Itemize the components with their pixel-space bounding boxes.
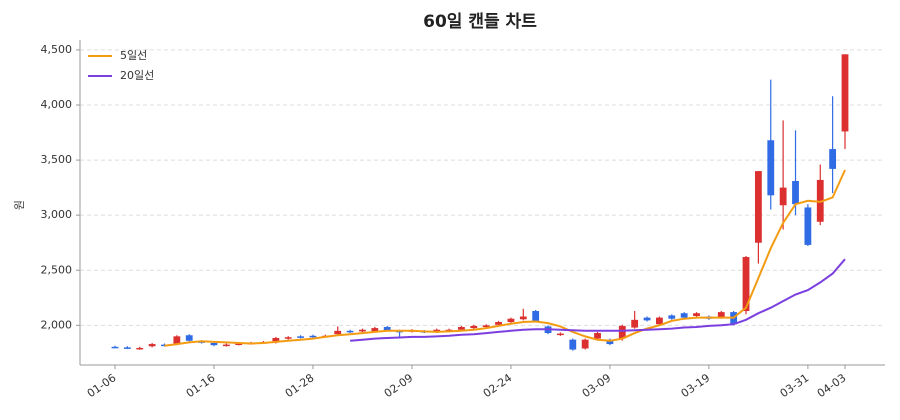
x-tick-label: 04-03 bbox=[815, 371, 849, 400]
candle-body bbox=[507, 318, 515, 323]
ma-line bbox=[350, 258, 846, 342]
candle-body bbox=[754, 171, 762, 243]
candle-body bbox=[656, 317, 663, 325]
candle-body bbox=[668, 315, 676, 319]
candle-body bbox=[284, 337, 292, 339]
candle-body bbox=[631, 319, 639, 328]
candle-body bbox=[532, 311, 540, 321]
candle-body bbox=[606, 339, 614, 345]
candle-body bbox=[581, 339, 589, 349]
candle-body bbox=[235, 343, 243, 346]
y-axis-label: 원 bbox=[13, 200, 26, 210]
candle-body bbox=[458, 326, 465, 330]
candle-body bbox=[272, 338, 280, 343]
y-tick-label: 2,500 bbox=[41, 263, 73, 276]
candle-body bbox=[618, 325, 626, 339]
ma-line bbox=[164, 169, 846, 347]
candle-body bbox=[841, 54, 849, 132]
candle-body bbox=[594, 333, 601, 339]
candle-body bbox=[519, 316, 527, 320]
candle-body bbox=[717, 312, 725, 318]
y-tick-label: 4,000 bbox=[41, 98, 73, 111]
candle-body bbox=[346, 330, 354, 333]
y-tick-label: 3,500 bbox=[41, 153, 73, 166]
x-tick-label: 03-31 bbox=[778, 371, 812, 400]
candle-body bbox=[693, 313, 700, 316]
candle-body bbox=[792, 181, 799, 205]
x-tick-label: 01-28 bbox=[283, 371, 317, 400]
candle-body bbox=[470, 325, 478, 329]
candle-body bbox=[804, 207, 812, 245]
y-tick-label: 2,000 bbox=[41, 318, 73, 331]
x-tick-label: 03-19 bbox=[679, 371, 713, 400]
candle-body bbox=[767, 140, 775, 196]
chart-title: 60일 캔들 차트 bbox=[423, 12, 537, 32]
candle-body bbox=[495, 322, 502, 325]
candle-body bbox=[111, 346, 119, 349]
candle-body bbox=[383, 326, 391, 331]
candle-body bbox=[779, 187, 787, 206]
candle-body bbox=[148, 344, 156, 347]
candle-body bbox=[643, 317, 651, 321]
x-tick-label: 02-09 bbox=[382, 371, 416, 400]
candle-body bbox=[173, 336, 181, 345]
x-tick-label: 03-09 bbox=[580, 371, 614, 400]
x-tick-label: 01-16 bbox=[184, 371, 218, 400]
candle-body bbox=[123, 347, 131, 349]
candle-body bbox=[297, 336, 304, 338]
candle-body bbox=[371, 328, 379, 332]
legend-label: 5일선 bbox=[120, 48, 147, 62]
candle-body bbox=[482, 325, 490, 327]
candle-body bbox=[210, 342, 218, 346]
candle-body bbox=[222, 344, 230, 347]
candle-body bbox=[569, 339, 577, 350]
legend-label: 20일선 bbox=[120, 68, 154, 82]
candle-body bbox=[816, 179, 824, 222]
candle-body bbox=[334, 330, 342, 335]
y-tick-label: 3,000 bbox=[41, 208, 73, 221]
candle-body bbox=[557, 333, 564, 336]
candle-body bbox=[829, 149, 837, 169]
candle-body bbox=[680, 313, 688, 318]
candle-body bbox=[309, 335, 317, 338]
candle-body bbox=[742, 257, 750, 312]
y-tick-label: 4,500 bbox=[41, 43, 73, 56]
x-tick-label: 01-06 bbox=[85, 371, 119, 400]
candle-body bbox=[136, 347, 144, 350]
x-tick-label: 02-24 bbox=[481, 371, 515, 400]
candle-body bbox=[359, 329, 366, 332]
candle-body bbox=[185, 335, 193, 341]
candle-body bbox=[433, 329, 441, 332]
